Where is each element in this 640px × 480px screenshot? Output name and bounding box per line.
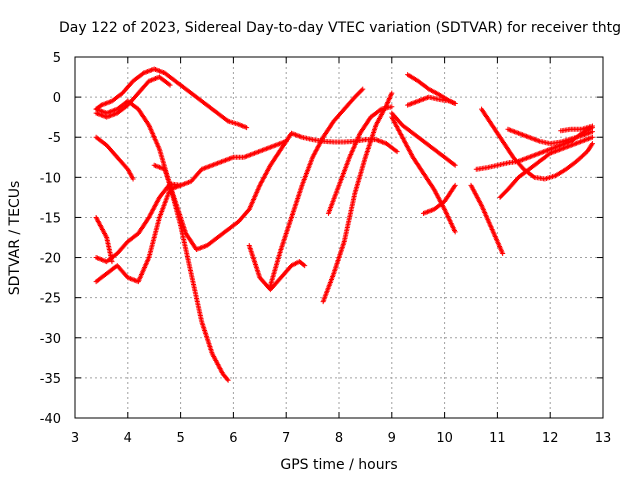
data-point xyxy=(359,87,365,93)
series-arc-18 xyxy=(405,94,458,108)
x-tick-label: 6 xyxy=(229,431,237,446)
data-point xyxy=(589,142,595,148)
series-arc-14 xyxy=(325,104,395,216)
data-point xyxy=(225,377,231,383)
y-tick-label: 5 xyxy=(53,51,61,66)
data-point xyxy=(244,125,250,131)
y-tick-label: -10 xyxy=(40,171,61,186)
data-point xyxy=(394,149,400,155)
series-arc-6 xyxy=(151,130,368,253)
data-point xyxy=(452,101,458,107)
x-axis-label: GPS time / hours xyxy=(280,457,397,473)
series-arc-11 xyxy=(246,243,308,293)
x-tick-label: 10 xyxy=(436,431,453,446)
data-point xyxy=(389,104,395,110)
series-arc-19 xyxy=(420,182,458,216)
series-layer xyxy=(93,66,595,383)
series-arc-13 xyxy=(320,90,395,305)
x-tick-label: 7 xyxy=(282,431,290,446)
x-tick-label: 13 xyxy=(595,431,612,446)
data-point xyxy=(224,376,230,382)
data-point xyxy=(500,251,506,257)
y-tick-label: -5 xyxy=(48,131,61,146)
series-arc-24 xyxy=(505,126,595,147)
x-tick-label: 4 xyxy=(124,431,132,446)
x-tick-label: 5 xyxy=(176,431,184,446)
x-tick-label: 12 xyxy=(542,431,559,446)
data-point xyxy=(301,262,307,268)
data-point xyxy=(589,129,595,135)
data-point xyxy=(360,86,366,92)
data-point xyxy=(389,90,395,96)
y-tick-label: -35 xyxy=(40,372,61,387)
axis-ticks: 3 4 5 6 7 8 9 10 11 12 13 5 0 -5 -10 -15 -20 -25 -30 -35 -40 xyxy=(40,51,612,446)
data-point xyxy=(167,82,173,88)
y-tick-label: -25 xyxy=(40,292,61,307)
data-point xyxy=(130,176,136,182)
x-tick-label: 11 xyxy=(489,431,506,446)
x-tick-label: 3 xyxy=(71,431,79,446)
series-arc-8 xyxy=(93,182,184,285)
data-point xyxy=(178,182,184,188)
data-point xyxy=(302,263,308,269)
chart-title: Day 122 of 2023, Sidereal Day-to-day VTE… xyxy=(59,20,621,36)
y-tick-label: 0 xyxy=(53,91,61,106)
y-tick-label: -40 xyxy=(40,412,61,427)
y-tick-label: -15 xyxy=(40,211,61,226)
x-tick-label: 9 xyxy=(388,431,396,446)
series-arc-23 xyxy=(497,134,595,200)
series-arc-25 xyxy=(558,123,595,134)
series-arc-16 xyxy=(389,110,458,168)
data-point xyxy=(589,134,595,140)
series-arc-12 xyxy=(267,86,366,289)
y-tick-label: -30 xyxy=(40,332,61,347)
series-arc-20 xyxy=(468,182,506,257)
data-point xyxy=(452,162,458,168)
data-point xyxy=(589,141,595,147)
series-arc-10 xyxy=(93,214,115,265)
series-arc-15 xyxy=(389,114,458,235)
y-tick-label: -20 xyxy=(40,252,61,267)
series-arc-9 xyxy=(93,134,136,182)
y-axis-label: SDTVAR / TECUs xyxy=(7,181,23,296)
data-point xyxy=(452,229,458,235)
data-point xyxy=(589,123,595,129)
series-arc-2 xyxy=(225,118,250,131)
data-point xyxy=(109,259,115,265)
x-tick-label: 8 xyxy=(335,431,343,446)
data-point xyxy=(245,208,251,214)
data-point xyxy=(452,182,458,188)
series-arc-5 xyxy=(93,138,289,265)
